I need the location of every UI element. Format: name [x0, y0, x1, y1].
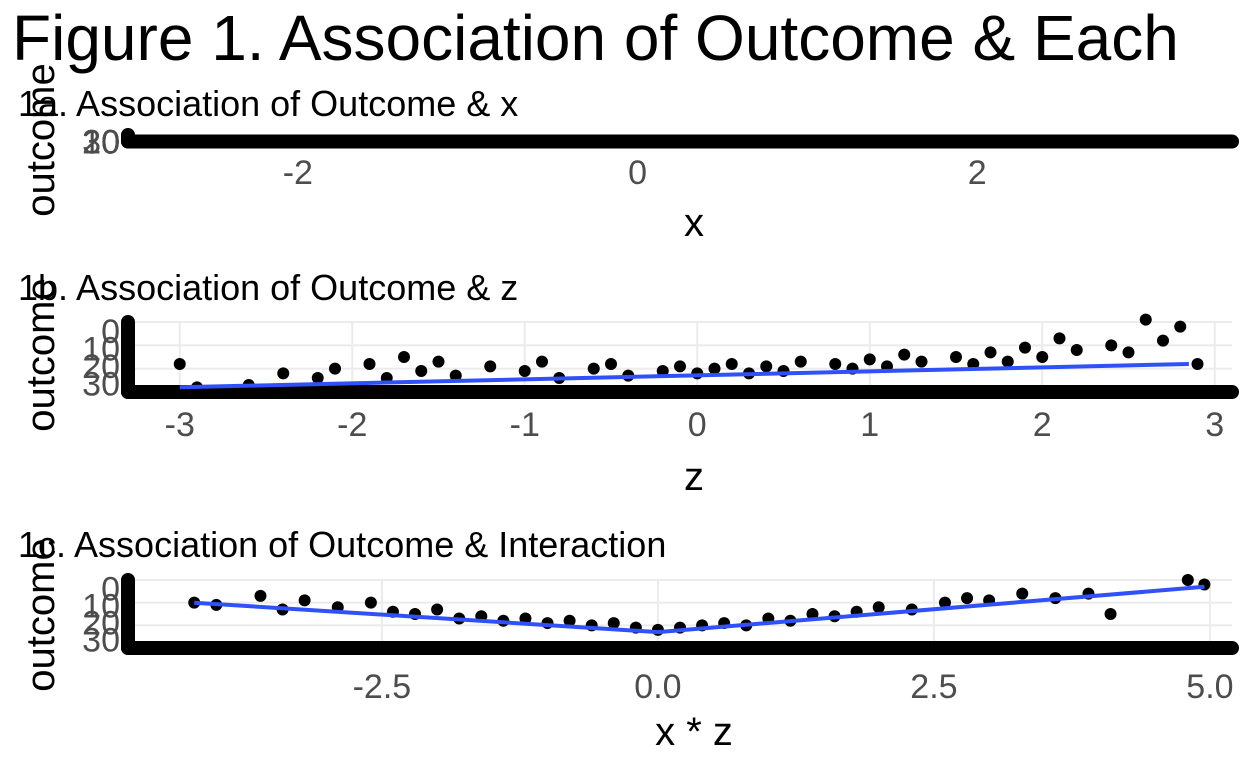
x-tick-label: -1 — [510, 406, 540, 444]
x-tick-label: 2 — [1033, 406, 1052, 444]
data-point — [1122, 346, 1135, 359]
panel-title: 1b. Association of Outcome & z — [18, 267, 518, 308]
data-point — [674, 360, 686, 373]
data-point — [915, 355, 928, 368]
data-point — [950, 351, 962, 363]
data-point — [311, 372, 324, 384]
data-point — [1181, 574, 1194, 586]
data-point — [398, 351, 410, 363]
data-point — [277, 367, 290, 380]
x-tick-label: 2 — [968, 154, 987, 192]
data-point — [1019, 341, 1031, 354]
data-point — [1016, 587, 1029, 600]
panel-title: 1c. Association of Outcome & Interaction — [18, 524, 666, 565]
data-point — [898, 348, 911, 361]
data-point — [298, 594, 311, 607]
data-point — [938, 596, 951, 609]
y-tick-label: 10 — [82, 124, 120, 162]
data-point — [872, 601, 885, 614]
data-point — [1036, 351, 1049, 363]
figure-title: Figure 1. Association of Outcome & Each — [12, 2, 1179, 74]
data-point — [364, 596, 377, 609]
data-point — [605, 358, 617, 370]
data-point — [984, 346, 997, 359]
data-point — [563, 614, 576, 627]
x-tick-label: -2 — [283, 154, 313, 192]
data-point — [536, 355, 548, 368]
data-point — [607, 617, 620, 630]
y-tick-label: 0 — [101, 571, 120, 609]
y-tick-label: 10 — [82, 588, 120, 626]
data-point — [1191, 358, 1204, 370]
data-point — [760, 360, 773, 373]
y-tick-label: 0 — [101, 313, 120, 351]
data-point — [1105, 339, 1118, 352]
data-point — [432, 355, 445, 368]
x-axis-label: x — [684, 201, 704, 245]
y-tick-label: 20 — [82, 605, 120, 643]
x-tick-label: 0 — [628, 154, 647, 192]
data-point — [829, 358, 842, 370]
y-axis-label: outcome — [19, 538, 63, 691]
data-point — [449, 369, 462, 382]
data-point — [587, 362, 600, 375]
data-point — [961, 592, 974, 605]
data-point — [254, 589, 267, 602]
data-point — [329, 362, 341, 375]
trend-line — [194, 584, 1205, 635]
data-point — [1053, 332, 1066, 345]
x-tick-label: -2 — [337, 406, 367, 444]
data-point — [1139, 313, 1152, 326]
y-axis-label: outcome — [19, 278, 63, 431]
data-point — [863, 353, 876, 366]
data-point — [806, 608, 819, 620]
data-point — [484, 360, 497, 373]
y-axis-label: outcome — [19, 63, 63, 216]
data-point — [1157, 334, 1169, 347]
data-point — [173, 358, 186, 370]
data-point — [431, 603, 444, 616]
x-tick-label: 3 — [1205, 406, 1224, 444]
y-tick-label: 30 — [82, 365, 120, 403]
y-tick-label: 10 — [82, 330, 120, 368]
x-tick-label: 2.5 — [910, 668, 957, 706]
data-point — [708, 362, 721, 375]
data-point — [1104, 608, 1117, 620]
data-point — [656, 365, 669, 377]
x-tick-label: 0 — [688, 406, 707, 444]
y-tick-label: 30 — [82, 622, 120, 660]
x-tick-label: -3 — [165, 406, 195, 444]
data-point — [1174, 320, 1187, 333]
y-tick-label: 30 — [82, 124, 120, 162]
data-point — [725, 358, 738, 370]
data-point — [415, 365, 428, 377]
y-tick-label: 20 — [82, 348, 120, 386]
data-point — [363, 358, 376, 370]
y-tick-label: 20 — [82, 124, 120, 162]
x-tick-label: 1 — [860, 406, 879, 444]
trend-line — [179, 362, 1189, 390]
data-point — [794, 355, 807, 368]
data-point — [1001, 355, 1014, 368]
x-axis-label: x * z — [655, 710, 733, 754]
x-tick-label: 0.0 — [634, 668, 681, 706]
x-tick-label: -2.5 — [353, 668, 412, 706]
x-tick-label: 5.0 — [1186, 668, 1233, 706]
panel-title: 1a. Association of Outcome & x — [18, 83, 518, 124]
x-axis-label: z — [684, 455, 704, 499]
y-tick-label: 0 — [101, 124, 120, 162]
data-point — [518, 365, 531, 377]
data-point — [1070, 344, 1083, 356]
